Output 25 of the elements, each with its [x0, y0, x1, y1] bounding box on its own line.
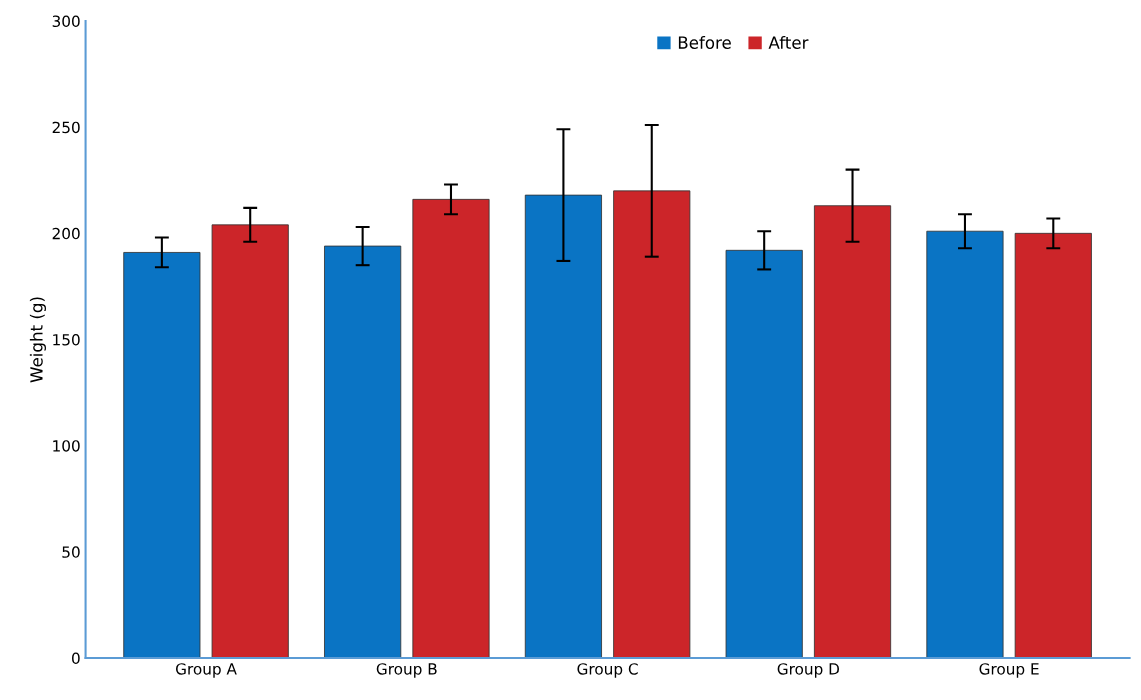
y-axis-title: Weight (g): [29, 297, 46, 383]
bar: [1014, 232, 1092, 658]
y-tick-label: 200: [52, 227, 80, 240]
y-tick-label: 150: [53, 333, 80, 346]
x-tick-label: Group C: [577, 663, 638, 678]
x-tick-label: Group E: [979, 663, 1039, 678]
bar: [123, 252, 201, 658]
bar: [211, 224, 289, 658]
y-tick-label: 50: [62, 546, 80, 558]
x-tick-label: Group D: [777, 663, 840, 678]
y-tick-label: 100: [53, 440, 80, 452]
x-tick-label: Group A: [175, 663, 237, 678]
y-tick-label: 300: [52, 15, 80, 28]
legend-label: After: [768, 36, 809, 49]
x-tick-label: Group B: [376, 663, 437, 678]
bar: [524, 194, 602, 658]
bar: [926, 230, 1004, 658]
bar: [412, 198, 490, 658]
y-tick-label: 250: [52, 121, 80, 134]
legend-label: Before: [678, 36, 731, 49]
bar: [324, 245, 402, 658]
bar: [813, 205, 892, 658]
bar: [725, 249, 803, 658]
y-tick-label: 0: [72, 652, 80, 665]
bar: [613, 190, 691, 658]
